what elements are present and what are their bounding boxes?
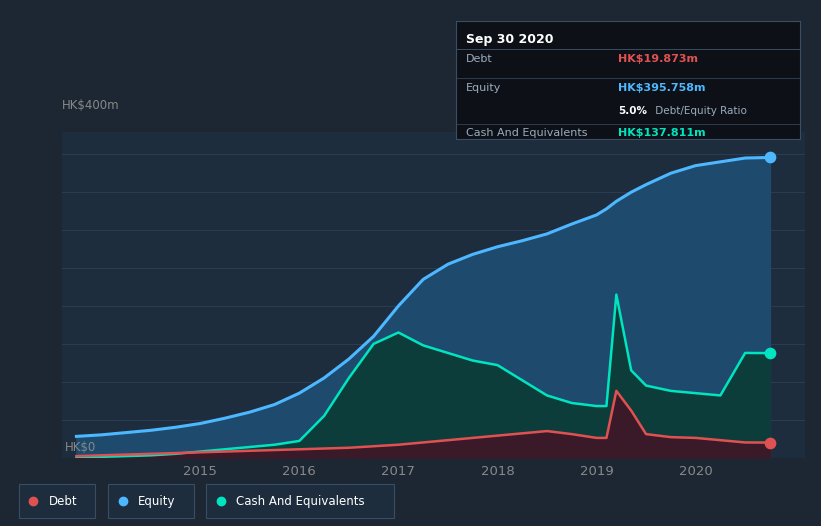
Point xyxy=(764,438,777,447)
Text: HK$19.873m: HK$19.873m xyxy=(617,54,698,64)
Text: HK$395.758m: HK$395.758m xyxy=(617,83,705,93)
Text: Sep 30 2020: Sep 30 2020 xyxy=(466,33,553,46)
Text: 5.0%: 5.0% xyxy=(617,106,647,116)
Text: Cash And Equivalents: Cash And Equivalents xyxy=(466,128,588,138)
FancyBboxPatch shape xyxy=(19,484,95,518)
Text: Debt: Debt xyxy=(48,494,77,508)
Point xyxy=(764,153,777,161)
Text: HK$0: HK$0 xyxy=(65,441,96,454)
Text: Debt: Debt xyxy=(466,54,493,64)
Text: Equity: Equity xyxy=(138,494,176,508)
FancyBboxPatch shape xyxy=(108,484,194,518)
FancyBboxPatch shape xyxy=(206,484,394,518)
Text: HK$400m: HK$400m xyxy=(62,99,119,112)
Text: Debt/Equity Ratio: Debt/Equity Ratio xyxy=(652,106,747,116)
Point xyxy=(764,349,777,357)
Text: Cash And Equivalents: Cash And Equivalents xyxy=(236,494,365,508)
Text: HK$137.811m: HK$137.811m xyxy=(617,128,705,138)
Text: Equity: Equity xyxy=(466,83,502,93)
